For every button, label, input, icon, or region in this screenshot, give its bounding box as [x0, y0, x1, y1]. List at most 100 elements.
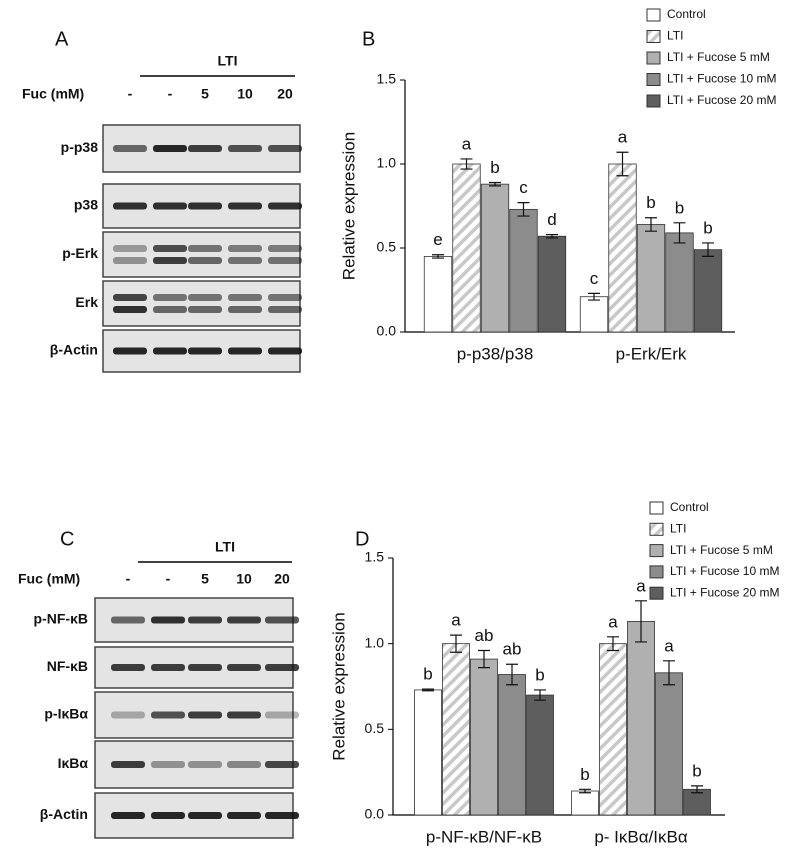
legend-label: LTI + Fucose 10 mM [667, 72, 776, 86]
band [265, 812, 299, 819]
row-label: β-Actin [50, 342, 98, 358]
bar [665, 232, 694, 333]
bar [423, 255, 453, 333]
band [268, 347, 302, 355]
panel-label: C [60, 528, 74, 550]
legend-swatch [646, 51, 661, 65]
bar [414, 689, 442, 816]
band [228, 145, 262, 152]
bar [480, 183, 510, 333]
significance-letter: a [462, 134, 472, 153]
bar [579, 296, 609, 333]
significance-letter: b [703, 218, 712, 237]
legend-swatch [649, 565, 664, 579]
lane-label: - [128, 86, 133, 102]
legend-swatch [646, 8, 661, 22]
band [227, 711, 261, 719]
legend-label: Control [670, 500, 709, 514]
bar [526, 694, 554, 816]
significance-letter: c [590, 269, 599, 288]
band [188, 711, 222, 719]
band [151, 711, 185, 719]
band [188, 257, 222, 264]
band [268, 306, 302, 313]
lane-label: 10 [236, 571, 252, 587]
x-tick-label: p-Erk/Erk [616, 344, 687, 363]
band [268, 145, 302, 152]
row-label: p-IκBα [44, 706, 88, 722]
band [113, 306, 147, 313]
error-bar [534, 689, 546, 701]
band [228, 245, 262, 252]
bar [442, 643, 470, 816]
legend-label: LTI + Fucose 20 mM [667, 93, 776, 107]
bar [509, 208, 538, 333]
row-label: p-NF-κB [34, 611, 88, 627]
bar [599, 643, 627, 816]
band [111, 616, 145, 624]
legend-swatch [649, 586, 664, 600]
bar [693, 249, 723, 333]
significance-letter: b [490, 158, 499, 177]
band [227, 616, 261, 624]
significance-letter: a [608, 612, 618, 631]
significance-letter: a [618, 128, 628, 147]
dose-label: Fuc (mM) [22, 86, 84, 102]
legend-swatch [646, 94, 661, 108]
error-bar [635, 600, 647, 643]
error-bar [460, 158, 473, 170]
error-bar [663, 660, 675, 686]
band [153, 145, 187, 152]
band [113, 202, 147, 210]
bar [655, 672, 683, 816]
band [113, 347, 147, 355]
bar [636, 224, 666, 333]
band [113, 257, 147, 264]
band [188, 145, 222, 152]
dose-label: Fuc (mM) [18, 571, 80, 587]
y-tick-label: 1.0 [377, 155, 397, 171]
error-bar [691, 785, 703, 794]
row-label: Erk [75, 294, 98, 310]
significance-letter: d [547, 210, 556, 229]
significance-letter: b [692, 761, 701, 780]
y-axis-label: Relative expression [329, 612, 348, 760]
band [188, 664, 222, 671]
legend-swatch [649, 544, 664, 558]
lane-label: 10 [237, 86, 253, 102]
error-bar [517, 202, 530, 217]
error-bar [607, 636, 619, 652]
y-tick-label: 0.0 [365, 806, 385, 822]
band [151, 761, 185, 768]
band [188, 245, 222, 252]
significance-letter: b [423, 665, 432, 684]
bar [498, 674, 526, 816]
panel-label: B [362, 28, 375, 50]
band [153, 202, 187, 210]
legend-label: LTI + Fucose 20 mM [670, 585, 779, 599]
y-tick-label: 1.5 [365, 549, 385, 565]
legend-label: Control [667, 7, 706, 21]
band [113, 145, 147, 152]
error-bar [616, 151, 629, 177]
x-tick-label: p- IκBα/IκBα [594, 827, 688, 846]
band [228, 257, 262, 264]
error-bar [588, 292, 600, 301]
band [111, 711, 145, 719]
lane-label: 5 [201, 571, 209, 587]
row-label: IκBα [58, 755, 89, 771]
y-tick-label: 0.5 [377, 239, 397, 255]
error-bar [673, 222, 686, 244]
legend-swatch [649, 501, 664, 515]
row-label: p-p38 [61, 139, 99, 155]
y-tick-label: 0.0 [377, 323, 397, 339]
bar [537, 235, 567, 333]
lane-label: - [126, 571, 131, 587]
significance-letter: e [433, 230, 442, 249]
band [228, 347, 262, 355]
bar [608, 163, 637, 333]
band [151, 616, 185, 624]
band [153, 347, 187, 355]
band [113, 294, 147, 301]
